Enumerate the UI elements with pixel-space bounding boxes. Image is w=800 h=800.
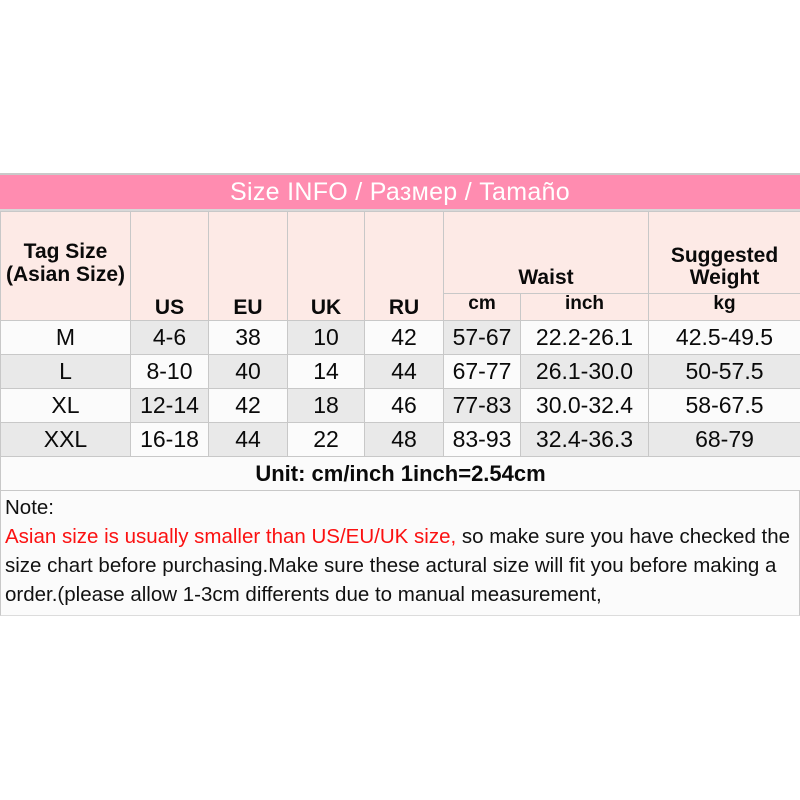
unit-note-row: Unit: cm/inch 1inch=2.54cm (0, 455, 800, 491)
cell-eu: 38 (208, 319, 288, 355)
cell-eu: 44 (208, 421, 288, 457)
size-info-title: Size INFO / Размер / Tamaño (230, 177, 570, 206)
cell-ru: 48 (364, 421, 444, 457)
size-table: Tag Size (Asian Size) US EU UK RU Waist … (0, 211, 800, 491)
cell-us: 8-10 (130, 353, 209, 389)
table-header-row-1: Tag Size (Asian Size) US EU UK RU Waist … (0, 211, 800, 321)
size-chart-container: Size INFO / Размер / Tamaño Tag Size (As… (0, 173, 800, 616)
cell-ru: 42 (364, 319, 444, 355)
cell-us: 12-14 (130, 387, 209, 423)
table-row: XL 12-14 42 18 46 77-83 30.0-32.4 58-67.… (0, 387, 800, 423)
note-label: Note: (5, 495, 54, 519)
cell-waist-cm: 77-83 (443, 387, 521, 423)
cell-uk: 18 (287, 387, 365, 423)
cell-eu: 42 (208, 387, 288, 423)
cell-waist-inch: 32.4-36.3 (519, 421, 650, 457)
header-us: US (130, 211, 209, 321)
cell-weight-kg: 42.5-49.5 (648, 319, 800, 355)
note-block: Note: Asian size is usually smaller than… (0, 490, 800, 616)
cell-tag-size: L (0, 353, 131, 389)
header-waist-inch: inch (519, 293, 650, 321)
cell-us: 16-18 (130, 421, 209, 457)
note-warning-red: Asian size is usually smaller than US/EU… (5, 524, 457, 548)
cell-tag-size: XXL (0, 421, 131, 457)
header-uk: UK (287, 211, 365, 321)
note-detail-black: so make sure you have checked the size c… (5, 524, 791, 606)
table-row: XXL 16-18 44 22 48 83-93 32.4-36.3 68-79 (0, 421, 800, 457)
note-body: Asian size is usually smaller than US/EU… (5, 522, 795, 609)
cell-uk: 14 (287, 353, 365, 389)
cell-waist-cm: 57-67 (443, 319, 521, 355)
cell-weight-kg: 50-57.5 (648, 353, 800, 389)
cell-waist-cm: 83-93 (443, 421, 521, 457)
cell-eu: 40 (208, 353, 288, 389)
size-info-title-bar: Size INFO / Размер / Tamaño (0, 173, 800, 211)
header-weight-kg: kg (648, 293, 800, 321)
cell-us: 4-6 (130, 319, 209, 355)
header-waist-group: Waist (442, 211, 650, 294)
table-row: M 4-6 38 10 42 57-67 22.2-26.1 42.5-49.5 (0, 319, 800, 355)
cell-tag-size: M (0, 319, 131, 355)
header-ru: RU (364, 211, 444, 321)
cell-weight-kg: 68-79 (648, 421, 800, 457)
table-row: L 8-10 40 14 44 67-77 26.1-30.0 50-57.5 (0, 353, 800, 389)
header-suggested-weight: Suggested Weight (648, 211, 800, 294)
cell-waist-inch: 26.1-30.0 (519, 353, 650, 389)
unit-note-text: Unit: cm/inch 1inch=2.54cm (0, 455, 800, 491)
cell-weight-kg: 58-67.5 (648, 387, 800, 423)
cell-ru: 46 (364, 387, 444, 423)
header-tag-size: Tag Size (Asian Size) (0, 211, 131, 321)
cell-ru: 44 (364, 353, 444, 389)
table-header-row-2: cm inch kg (1, 293, 800, 321)
cell-uk: 10 (287, 319, 365, 355)
cell-uk: 22 (287, 421, 365, 457)
cell-tag-size: XL (0, 387, 131, 423)
cell-waist-cm: 67-77 (443, 353, 521, 389)
cell-waist-inch: 30.0-32.4 (519, 387, 650, 423)
header-eu: EU (208, 211, 288, 321)
header-waist-cm: cm (443, 293, 521, 321)
cell-waist-inch: 22.2-26.1 (519, 319, 650, 355)
